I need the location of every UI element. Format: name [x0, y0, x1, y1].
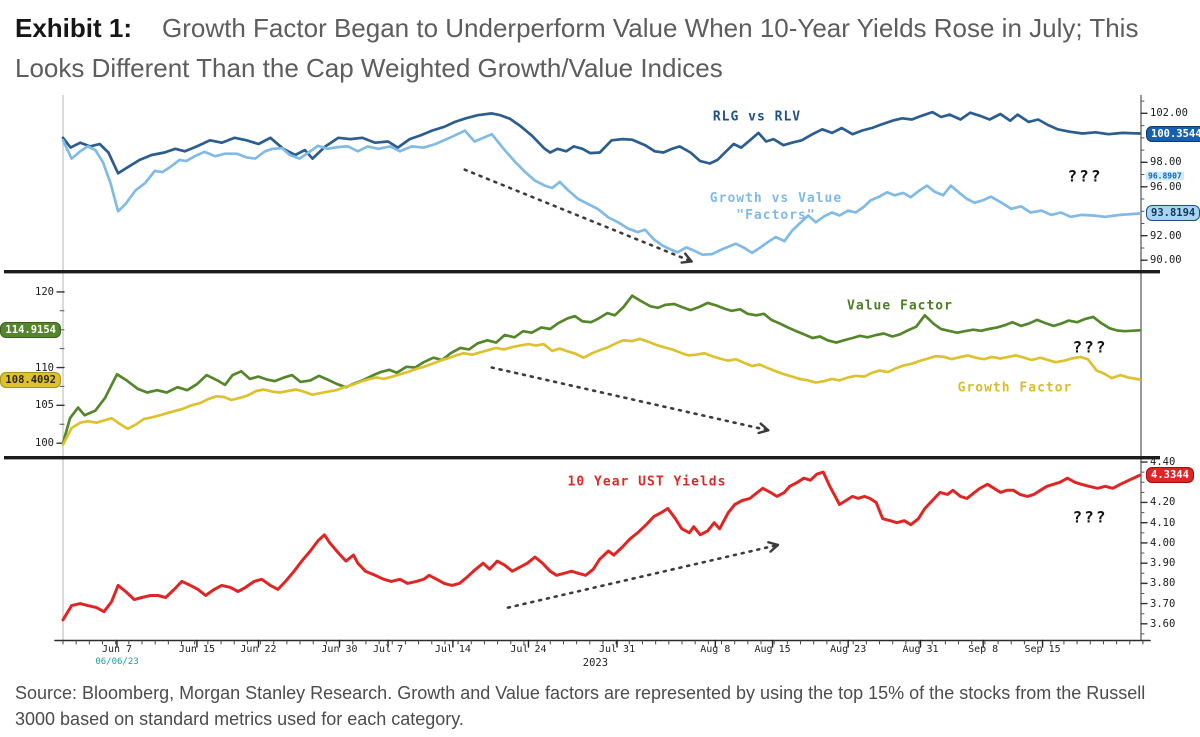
- question-marks-panel-2: ???: [1072, 337, 1108, 357]
- x-tick-label: Aug 31: [902, 644, 939, 655]
- chart-canvas: [4, 95, 1160, 648]
- y-tick-label: 4.10: [1150, 516, 1176, 529]
- y-tick-label: 3.90: [1150, 557, 1176, 570]
- value-badge-growth-vs-value-factors: 93.8194: [1146, 205, 1200, 222]
- y-tick-label: 120: [35, 285, 54, 298]
- page-title: Exhibit 1: Growth Factor Began to Underpe…: [15, 8, 1190, 88]
- x-tick-label: Aug 15: [754, 644, 791, 655]
- exhibit-label: Exhibit 1:: [15, 13, 133, 43]
- legend-10-year-ust-yields: 10 Year UST Yields: [567, 474, 727, 490]
- trend-arrow-panel-2: [490, 366, 770, 432]
- bloomberg-three-panel-chart: 102.00 98.00 96.00 92.00 90.00 100.3544 93.819…: [0, 95, 1200, 675]
- value-badge-10-year-ust-yields: 4.3344: [1146, 467, 1194, 484]
- legend-growth-vs-value: Growth vs Value "Factors": [709, 191, 843, 223]
- y-tick-label: 92.00: [1150, 229, 1182, 242]
- panel-separator-2: [4, 456, 1160, 460]
- series-rlg-vs-rlv: [61, 110, 1142, 175]
- x-tick-label: Jun 15: [178, 644, 215, 655]
- y-tick-label: 96.00: [1150, 180, 1182, 193]
- value-badge-rlg-vs-rlv: 100.3544: [1146, 125, 1200, 142]
- x-tick-label: Jul 24: [510, 644, 547, 655]
- y-tick-label: 100: [35, 437, 54, 450]
- question-marks-panel-3: ???: [1072, 507, 1108, 527]
- y-tick-label: 3.80: [1150, 577, 1176, 590]
- y-tick-label: 4.40: [1150, 456, 1176, 469]
- x-tick-label: Jun 22: [240, 644, 277, 655]
- y-tick-label: 98.00: [1150, 156, 1182, 169]
- trend-arrow-panel-3: [506, 543, 780, 609]
- trend-arrow-head: [684, 252, 693, 263]
- y-tick-label: 105: [35, 399, 54, 412]
- trend-arrow-head: [767, 541, 780, 547]
- year-label: 2023: [582, 657, 609, 669]
- series-growth-vs-value-factors: [61, 129, 1142, 257]
- legend-growth-factor: Growth Factor: [957, 380, 1073, 396]
- legend-rlg-vs-rlv: RLG vs RLV: [712, 109, 802, 125]
- source-note: Source: Bloomberg, Morgan Stanley Resear…: [15, 683, 1146, 729]
- series-value-factor: [61, 294, 1142, 445]
- y-tick-label: 3.70: [1150, 597, 1176, 610]
- x-tick-label: Aug 8: [700, 644, 731, 655]
- trend-arrow-head: [680, 260, 693, 264]
- question-marks-panel-1: ???: [1067, 166, 1103, 186]
- trend-arrow-head: [757, 429, 770, 435]
- y-tick-label: 90.00: [1150, 254, 1182, 267]
- x-tick-label: Jun 7: [101, 644, 133, 655]
- series-growth-factor: [61, 337, 1142, 447]
- panel-separator-1: [4, 270, 1160, 274]
- trend-arrow-head: [769, 543, 780, 553]
- x-tick-label: Sep 8: [968, 644, 999, 655]
- trend-arrow-panel-1: [463, 168, 693, 263]
- y-tick-label: 4.00: [1150, 536, 1176, 549]
- y-tick-label: 110: [35, 361, 54, 374]
- value-badge-growth-factor: 108.4092: [0, 371, 61, 388]
- y-tick-label: 102.00: [1150, 107, 1188, 120]
- y-tick-label: 4.20: [1150, 496, 1176, 509]
- axis-mini-label: 96.8907: [1146, 171, 1184, 181]
- x-tick-label: Sep 15: [1024, 644, 1061, 655]
- title-text: Growth Factor Began to Underperform Valu…: [15, 13, 1139, 83]
- legend-value-factor: Value Factor: [847, 298, 953, 314]
- x-tick-label: Jul 7: [373, 644, 404, 655]
- start-date-label: 06/06/23: [95, 657, 139, 667]
- x-tick-label: Jun 30: [321, 644, 358, 655]
- trend-arrow-head: [759, 422, 770, 432]
- y-tick-label: 3.60: [1150, 617, 1176, 630]
- value-badge-value-factor: 114.9154: [0, 322, 61, 339]
- series-10-year-ust-yields: [61, 470, 1142, 622]
- x-tick-label: Aug 23: [830, 644, 867, 655]
- x-tick-label: Jul 14: [434, 644, 471, 655]
- x-tick-label: Jul 31: [598, 644, 636, 655]
